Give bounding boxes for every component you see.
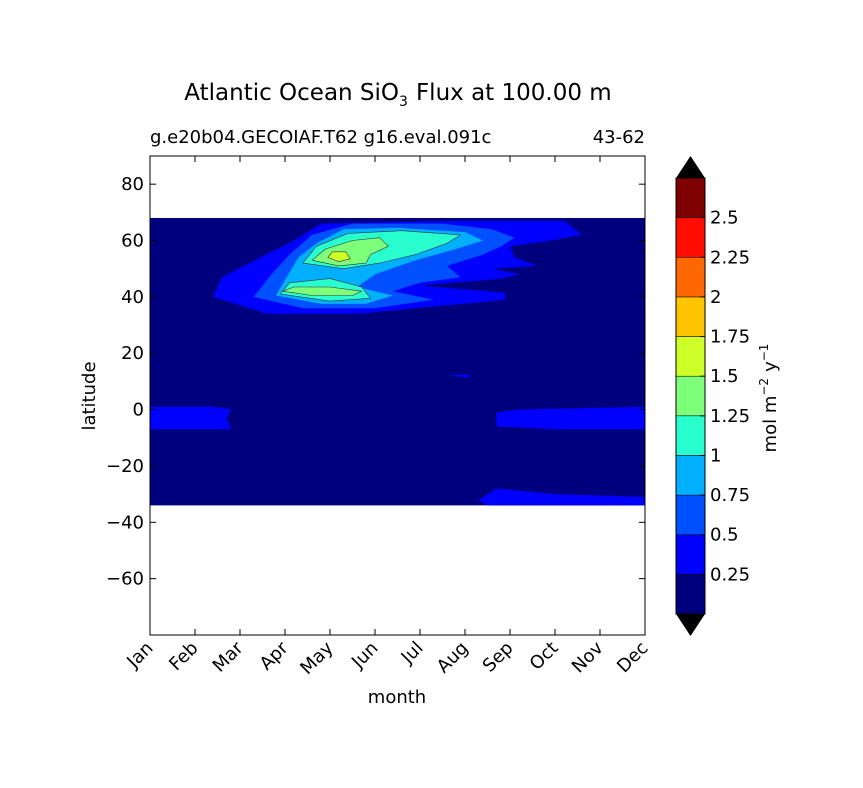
colorbar-label: mol m−2y−1 xyxy=(757,344,781,453)
x-tick-label: Aug xyxy=(433,638,473,678)
colorbar-extend-low xyxy=(676,614,705,636)
colorbar-tick-label: 1 xyxy=(710,445,721,466)
plot-area: Jan Feb Mar Apr May Jun Jul Aug Sep Oct Nov Dec −60… xyxy=(106,155,653,679)
colorbar-extend-high xyxy=(676,156,705,178)
colorbar-segment xyxy=(675,257,706,298)
y-tick-label: 0 xyxy=(133,400,144,421)
contour-region-level-5 xyxy=(282,286,362,296)
x-tick-label: Apr xyxy=(256,637,293,674)
colorbar-segment xyxy=(675,494,706,535)
x-tick-label: Sep xyxy=(479,638,518,677)
x-tick-label: Mar xyxy=(209,637,248,676)
x-tick-label: Jan xyxy=(122,638,157,673)
y-tick-label: −60 xyxy=(106,569,144,590)
x-tick-label: Jun xyxy=(347,638,382,673)
x-tick-label: Jul xyxy=(397,638,428,669)
y-tick-label: −20 xyxy=(106,456,144,477)
colorbar-tick-label: 2.25 xyxy=(710,247,750,268)
colorbar-segment xyxy=(675,415,706,456)
colorbar-tick-label: 1.5 xyxy=(710,366,739,387)
colorbar-segment xyxy=(675,336,706,377)
colorbar-tick-label: 1.75 xyxy=(710,327,750,348)
y-tick-label: 60 xyxy=(121,231,144,252)
colorbar-segment xyxy=(675,177,706,218)
y-axis: −60 −40 −20 0 20 40 60 80 xyxy=(106,174,645,590)
y-tick-label: −40 xyxy=(106,512,144,533)
colorbar-tick-label: 2.5 xyxy=(710,208,739,229)
y-tick-label: 40 xyxy=(121,287,144,308)
x-tick-label: Feb xyxy=(165,638,202,675)
chart-title-subscript: 3 xyxy=(399,94,408,110)
colorbar-tick-label: 0.5 xyxy=(710,525,739,546)
colorbar-segment xyxy=(675,296,706,337)
colorbar-segment xyxy=(675,455,706,496)
colorbar-tick-label: 0.75 xyxy=(710,485,750,506)
contour-region-level-1 xyxy=(496,406,645,430)
colorbar: 0.25 0.5 0.75 1 1.25 1.5 1.75 2 2.25 2.5 xyxy=(675,156,750,636)
colorbar-frame xyxy=(675,177,706,615)
contour-region-level-1 xyxy=(447,374,470,378)
y-axis-label: latitude xyxy=(79,361,100,430)
colorbar-segment xyxy=(675,375,706,417)
contour-region-level-1 xyxy=(150,406,231,430)
contour-layer xyxy=(150,217,645,506)
y-tick-label: 80 xyxy=(121,174,144,195)
x-tick-label: Nov xyxy=(568,637,608,677)
colorbar-segment xyxy=(675,534,706,575)
colorbar-tick-label: 0.25 xyxy=(710,564,750,585)
y-tick-label: 20 xyxy=(121,343,144,364)
x-axis-label: month xyxy=(368,687,426,708)
case-label: g.e20b04.GECOIAF.T62 g16.eval.091c xyxy=(150,127,491,148)
years-label: 43-62 xyxy=(593,127,645,148)
x-tick-label: Dec xyxy=(613,638,652,677)
chart-title: Atlantic Ocean SiO3 Flux at 100.00 m xyxy=(184,80,611,110)
colorbar-tick-label: 2 xyxy=(710,287,721,308)
x-tick-label: Oct xyxy=(526,638,563,675)
colorbar-segment xyxy=(675,574,706,615)
colorbar-segment xyxy=(675,217,706,258)
contour-region-level-1 xyxy=(478,488,645,506)
plot-frame xyxy=(149,155,646,636)
x-tick-label: May xyxy=(296,637,337,678)
colorbar-tick-label: 1.25 xyxy=(710,406,750,427)
contour-region-level-6 xyxy=(327,251,351,263)
